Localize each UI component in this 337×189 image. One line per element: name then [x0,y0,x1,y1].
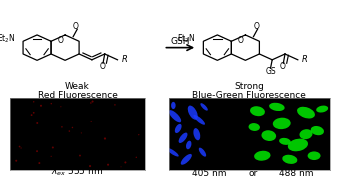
Ellipse shape [199,148,206,157]
Ellipse shape [269,103,285,111]
Ellipse shape [254,151,271,161]
Ellipse shape [300,129,312,139]
Ellipse shape [316,106,328,112]
Text: Et$_2$N: Et$_2$N [0,33,16,45]
Ellipse shape [288,139,308,151]
Text: Weak: Weak [65,82,90,91]
Text: Red Fluorescence: Red Fluorescence [37,91,118,100]
Point [88,101,94,105]
Point [50,146,56,149]
Point [49,102,54,105]
Ellipse shape [181,154,192,165]
Point [58,105,64,108]
Text: O: O [73,22,79,31]
Point [67,129,72,132]
Text: GS: GS [265,67,276,76]
Text: 488 nm: 488 nm [279,169,314,178]
Ellipse shape [311,126,324,135]
Point [118,165,124,168]
Point [19,146,24,149]
Point [105,163,111,166]
Point [79,131,84,134]
Point [77,154,83,157]
Ellipse shape [249,123,260,131]
Point [87,165,93,168]
Point [89,120,94,123]
Text: Strong: Strong [235,82,264,91]
Point [38,104,44,107]
Ellipse shape [282,155,297,164]
Point [31,111,36,114]
Ellipse shape [186,141,191,149]
Point [17,145,22,148]
Point [133,156,139,159]
Text: GSH: GSH [171,36,190,46]
Ellipse shape [188,106,198,120]
Point [136,133,142,136]
Text: $\lambda_{ex}$ 555 nm: $\lambda_{ex}$ 555 nm [52,165,103,178]
Ellipse shape [193,128,200,140]
Ellipse shape [175,124,182,133]
Text: O: O [58,36,64,45]
Ellipse shape [297,107,315,119]
Text: O: O [253,22,259,31]
Text: R: R [122,55,127,64]
Ellipse shape [279,138,291,145]
Text: Blue-Green Fluorescence: Blue-Green Fluorescence [192,91,306,100]
Ellipse shape [169,110,181,122]
Ellipse shape [193,115,205,125]
Text: 405 nm: 405 nm [192,169,226,178]
Point [59,125,65,128]
Ellipse shape [262,130,276,141]
Point [123,161,128,164]
Ellipse shape [273,118,291,129]
Point [31,100,36,103]
Point [49,155,54,158]
Point [70,126,75,129]
Ellipse shape [250,106,265,116]
Text: R: R [302,55,308,64]
Text: Et$_2$N: Et$_2$N [178,33,196,45]
Point [35,122,40,125]
Ellipse shape [201,103,208,111]
Text: O: O [238,36,244,45]
Point [112,103,118,106]
Text: or: or [248,169,257,178]
Ellipse shape [308,151,320,160]
Text: O: O [280,62,286,71]
Ellipse shape [179,132,187,143]
Point [13,159,19,162]
Point [90,100,95,103]
Point [29,114,34,117]
Point [37,162,42,165]
Ellipse shape [171,102,176,109]
Ellipse shape [166,148,179,156]
Text: O: O [100,62,105,71]
Point [102,137,108,140]
Point [34,150,40,153]
